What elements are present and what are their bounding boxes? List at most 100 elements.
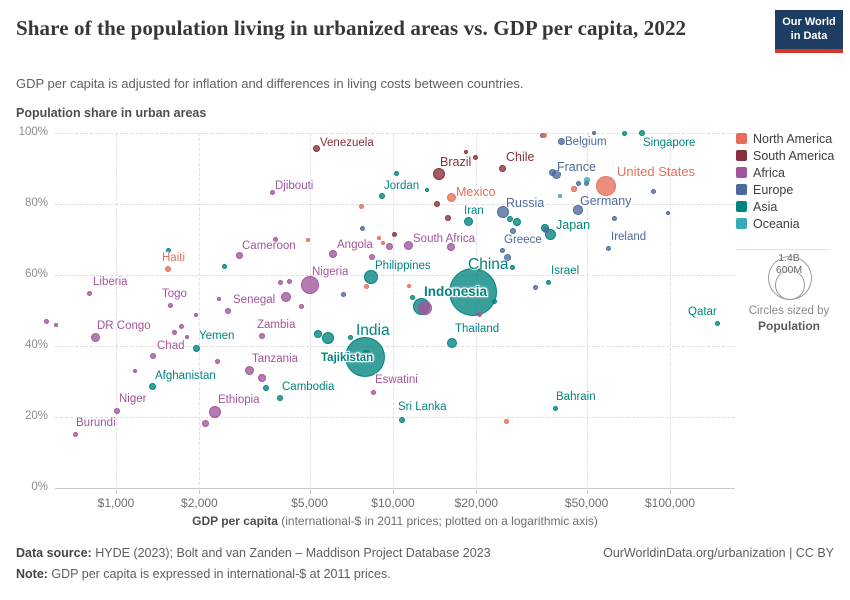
data-point-senegal[interactable] (225, 307, 232, 314)
data-point[interactable] (273, 236, 279, 242)
legend-item-europe[interactable]: Europe (736, 181, 834, 198)
data-point[interactable] (305, 237, 310, 242)
data-point[interactable] (178, 324, 184, 330)
data-point-russia[interactable] (497, 206, 510, 219)
data-point[interactable] (509, 265, 515, 271)
data-point-tajikistan[interactable] (362, 350, 371, 359)
data-point-qatar[interactable] (715, 321, 721, 327)
data-point-bahrain[interactable] (552, 406, 558, 412)
data-point-cambodia[interactable] (277, 394, 284, 401)
legend-item-asia[interactable]: Asia (736, 198, 834, 215)
data-point-mexico[interactable] (446, 193, 456, 203)
data-point[interactable] (543, 226, 550, 233)
data-point-iran[interactable] (463, 216, 473, 226)
data-point[interactable] (222, 263, 228, 269)
data-point[interactable] (391, 231, 397, 237)
data-point-south-africa[interactable] (404, 241, 414, 251)
footer-attribution-link[interactable]: OurWorldinData.org/urbanization | CC BY (603, 546, 834, 560)
data-point[interactable] (258, 373, 267, 382)
data-point-togo[interactable] (167, 302, 173, 308)
data-point-greece[interactable] (510, 227, 517, 234)
data-point-ireland[interactable] (606, 245, 612, 251)
data-point-haiti[interactable] (164, 265, 171, 272)
data-point[interactable] (650, 189, 656, 195)
data-point-sri-lanka[interactable] (399, 416, 406, 423)
data-point[interactable] (363, 283, 369, 289)
data-point-japan[interactable] (544, 228, 556, 240)
legend-item-oceania[interactable]: Oceania (736, 215, 834, 232)
data-point[interactable] (216, 297, 221, 302)
data-point[interactable] (472, 154, 478, 160)
data-point[interactable] (202, 419, 210, 427)
data-point-india[interactable] (345, 337, 386, 377)
data-point[interactable] (184, 335, 189, 340)
data-point-dr-congo[interactable] (90, 332, 100, 342)
data-point[interactable] (541, 133, 547, 139)
data-point[interactable] (447, 242, 456, 251)
data-point-germany[interactable] (573, 205, 583, 215)
data-point[interactable] (477, 266, 483, 272)
data-point[interactable] (410, 294, 416, 300)
data-point[interactable] (263, 384, 270, 391)
legend-item-north-america[interactable]: North America (736, 130, 834, 147)
data-point[interactable] (406, 284, 411, 288)
data-point[interactable] (445, 215, 452, 222)
data-point[interactable] (278, 279, 284, 285)
data-point[interactable] (622, 130, 628, 136)
data-point[interactable] (53, 323, 58, 328)
data-point[interactable] (394, 170, 400, 176)
data-point[interactable] (172, 329, 178, 335)
data-point[interactable] (532, 284, 538, 290)
data-point-belgium[interactable] (557, 137, 565, 145)
owid-logo[interactable]: Our World in Data (775, 10, 843, 53)
data-point-zambia[interactable] (259, 333, 266, 340)
data-point[interactable] (571, 186, 577, 192)
data-point[interactable] (464, 150, 469, 155)
data-point-chile[interactable] (498, 164, 506, 172)
data-point[interactable] (313, 329, 322, 338)
data-point-yemen[interactable] (192, 344, 200, 352)
data-point[interactable] (504, 419, 510, 425)
data-point-venezuela[interactable] (312, 145, 320, 153)
data-point[interactable] (43, 319, 49, 325)
data-point[interactable] (132, 368, 137, 373)
data-point[interactable] (347, 335, 353, 341)
data-point[interactable] (193, 313, 198, 318)
data-point-jordan[interactable] (379, 192, 386, 199)
data-point[interactable] (558, 193, 563, 198)
data-point[interactable] (166, 248, 172, 254)
data-point-chad[interactable] (149, 352, 156, 359)
data-point[interactable] (584, 180, 590, 186)
data-point-china[interactable] (448, 268, 497, 317)
data-point[interactable] (358, 203, 364, 209)
data-point[interactable] (359, 226, 365, 232)
data-point-israel[interactable] (545, 279, 551, 285)
legend-item-africa[interactable]: Africa (736, 164, 834, 181)
data-point-thailand[interactable] (446, 338, 457, 349)
data-point[interactable] (299, 304, 305, 310)
data-point[interactable] (611, 216, 617, 222)
data-point-liberia[interactable] (87, 290, 93, 296)
data-point[interactable] (477, 311, 483, 317)
data-point[interactable] (340, 291, 346, 297)
data-point[interactable] (512, 218, 521, 227)
data-point[interactable] (281, 292, 292, 302)
data-point[interactable] (576, 180, 582, 186)
data-point[interactable] (425, 188, 430, 193)
data-point[interactable] (386, 243, 394, 251)
data-point-philippines[interactable] (363, 270, 378, 285)
data-point[interactable] (418, 301, 433, 315)
data-point-eswatini[interactable] (370, 389, 376, 395)
data-point[interactable] (214, 359, 220, 365)
data-point-nigeria[interactable] (301, 275, 320, 294)
data-point-tanzania[interactable] (244, 365, 254, 375)
data-point[interactable] (492, 299, 498, 305)
data-point[interactable] (287, 278, 293, 284)
data-point-united-states[interactable] (596, 176, 617, 197)
data-point[interactable] (591, 131, 596, 135)
data-point[interactable] (507, 215, 514, 222)
data-point[interactable] (499, 247, 505, 253)
data-point[interactable] (548, 168, 556, 176)
data-point-brazil[interactable] (433, 168, 446, 181)
legend-item-south-america[interactable]: South America (736, 147, 834, 164)
